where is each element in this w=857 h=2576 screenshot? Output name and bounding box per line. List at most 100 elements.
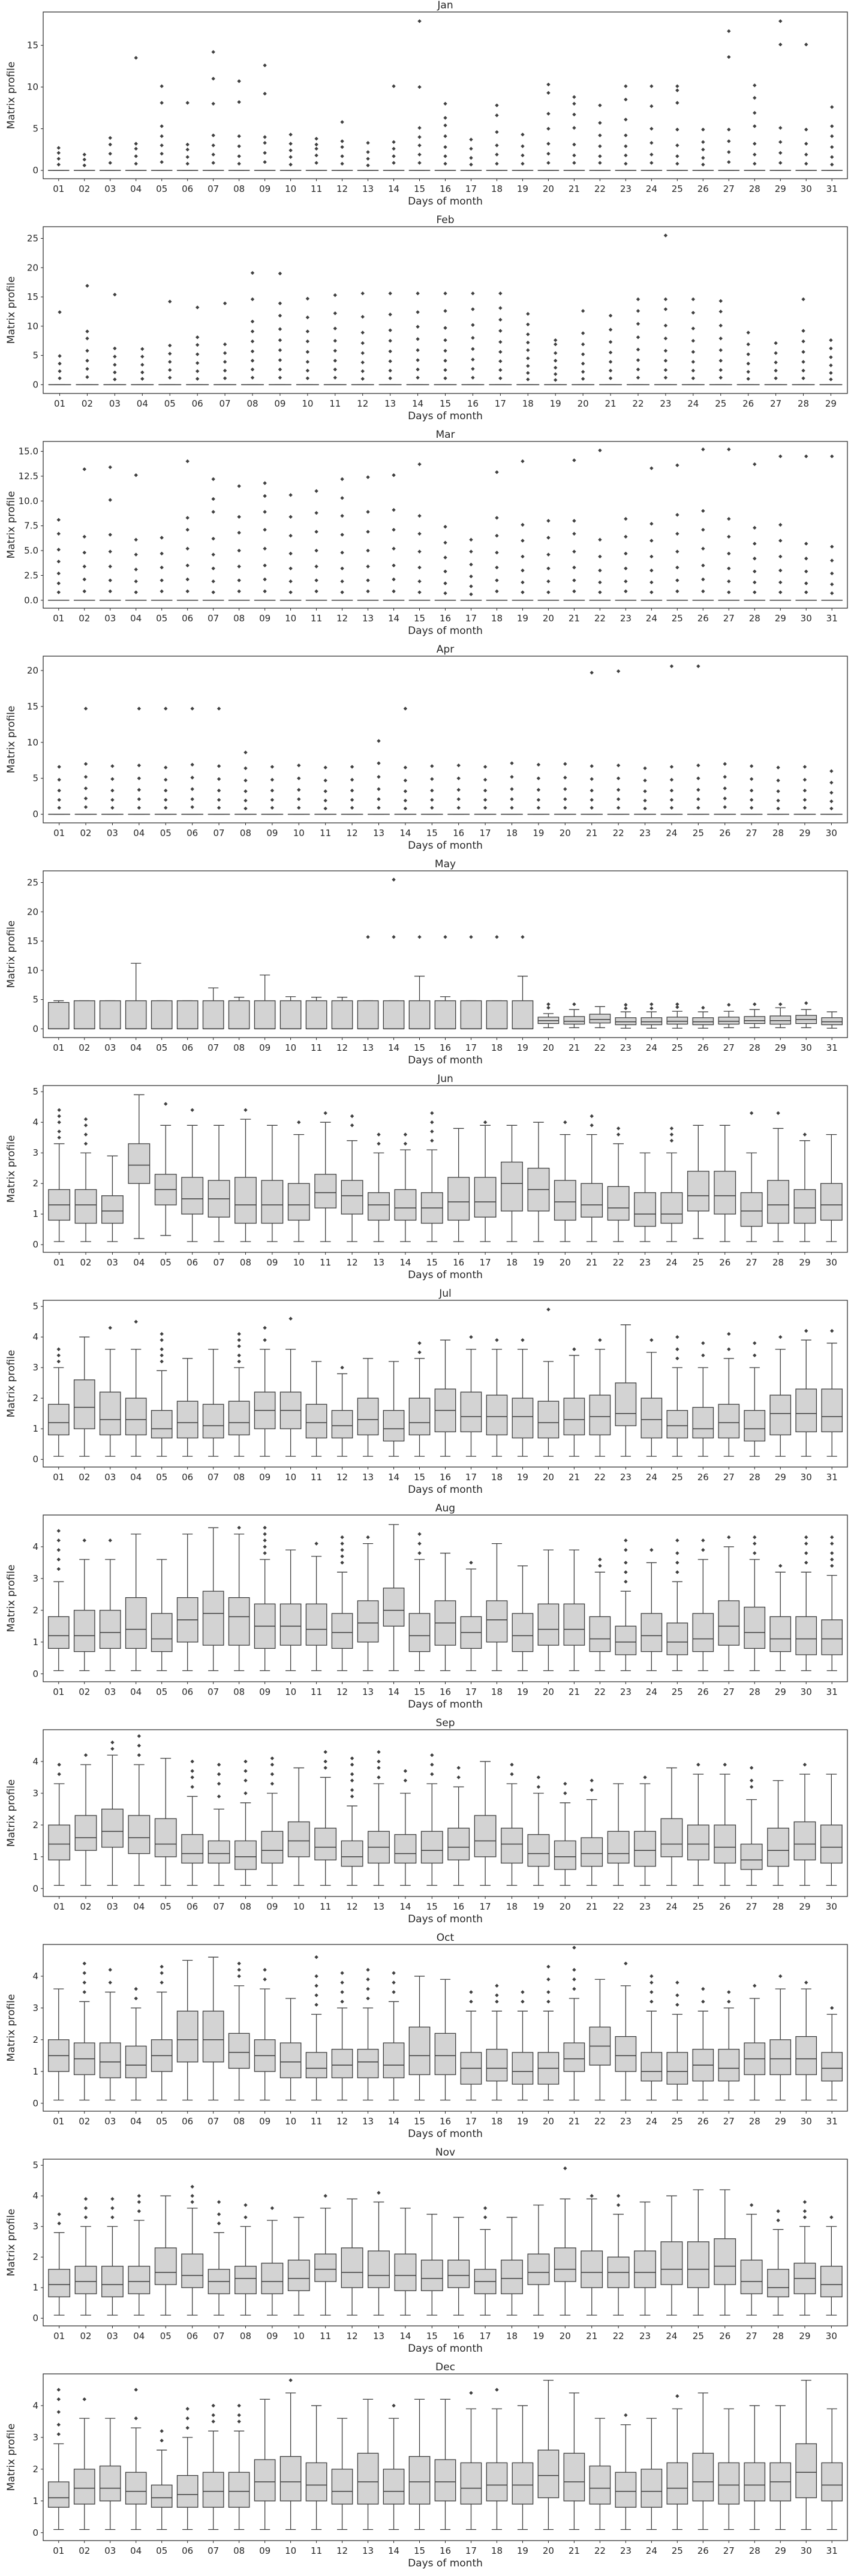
outlier-point: [443, 376, 447, 380]
outlier-point: [392, 577, 396, 582]
x-axis-label: Days of month: [408, 2557, 483, 2569]
outlier-point: [624, 516, 628, 521]
outlier-point: [160, 160, 164, 164]
outlier-point: [263, 528, 267, 532]
y-axis-label: Matrix profile: [5, 1565, 17, 1633]
iqr-box: [383, 1000, 405, 1030]
box-day-12: [331, 997, 353, 1030]
y-tick-label: 1: [32, 2496, 38, 2506]
x-tick-label: 21: [569, 613, 580, 624]
outlier-point: [701, 1006, 705, 1010]
outlier-point: [366, 1986, 370, 1991]
outlier-point: [195, 335, 200, 339]
box-day-20: [537, 1002, 560, 1029]
outlier-point: [314, 489, 318, 493]
outlier-point: [250, 329, 255, 333]
outlier-point: [237, 1359, 241, 1364]
outlier-point: [675, 1347, 679, 1351]
box-day-03: [99, 465, 121, 601]
box-day-26: [692, 2392, 714, 2530]
x-tick-label: 24: [646, 184, 657, 194]
outlier-point: [263, 494, 267, 498]
outlier-point: [536, 776, 541, 780]
outlier-point: [572, 519, 576, 523]
y-tick-label: 0: [32, 2313, 38, 2323]
outlier-point: [216, 788, 221, 793]
outlier-point: [83, 1117, 88, 1122]
outlier-point: [137, 2200, 142, 2204]
outlier-point: [675, 1551, 679, 1555]
box-day-12: [351, 291, 374, 386]
box-day-16: [434, 935, 456, 1030]
outlier-point: [263, 481, 267, 485]
x-tick-label: 02: [79, 184, 90, 194]
outlier-point: [134, 1319, 138, 1324]
iqr-box: [615, 2036, 637, 2072]
outlier-point: [830, 1557, 834, 1562]
outlier-point: [314, 1541, 318, 1546]
outlier-point: [340, 579, 344, 584]
x-axis-label: Days of month: [408, 2343, 483, 2355]
box-day-29: [793, 1763, 816, 1886]
outlier-point: [388, 368, 392, 373]
outlier-point: [624, 118, 628, 122]
x-tick-label: 15: [440, 398, 451, 409]
outlier-point: [778, 539, 783, 543]
y-tick-label: 0.0: [24, 595, 38, 606]
outlier-point: [417, 1350, 422, 1354]
x-tick-label: 19: [550, 398, 561, 409]
x-tick-label: 23: [620, 1472, 632, 1483]
x-tick-label: 25: [672, 2116, 683, 2127]
outlier-point: [243, 1769, 248, 1774]
outlier-point: [675, 578, 679, 582]
outlier-point: [471, 347, 475, 351]
outlier-point: [211, 510, 215, 514]
outlier-point: [416, 358, 420, 362]
outlier-point: [333, 367, 338, 372]
outlier-point: [58, 376, 62, 380]
iqr-box: [744, 2462, 766, 2502]
outlier-point: [237, 1525, 241, 1530]
outlier-point: [727, 55, 731, 59]
iqr-box: [714, 1171, 736, 1215]
outlier-point: [598, 580, 602, 585]
outlier-point: [718, 299, 723, 303]
outlier-point: [237, 578, 241, 582]
box-day-11: [305, 2405, 327, 2530]
outlier-point: [581, 309, 585, 313]
outlier-point: [417, 565, 422, 570]
outlier-point: [598, 121, 602, 125]
outlier-point: [526, 322, 530, 327]
outlier-point: [495, 1338, 499, 1342]
x-tick-label: 28: [772, 2331, 784, 2341]
outlier-point: [804, 581, 808, 585]
outlier-point: [377, 761, 381, 765]
box-day-01: [48, 765, 71, 815]
outlier-point: [366, 1977, 370, 1982]
x-tick-label: 29: [775, 184, 786, 194]
outlier-point: [510, 775, 514, 779]
outlier-point: [134, 2416, 138, 2421]
outlier-point: [675, 1002, 679, 1006]
iqr-box: [420, 1830, 443, 1864]
outlier-point: [727, 1347, 731, 1351]
outlier-point: [417, 590, 422, 594]
box-day-11: [323, 293, 347, 386]
outlier-point: [830, 582, 834, 587]
box-day-22: [589, 1979, 611, 2101]
x-tick-label: 19: [517, 2545, 528, 2556]
outlier-point: [778, 1002, 783, 1006]
box-day-22: [607, 2194, 630, 2316]
outlier-point: [727, 127, 731, 132]
outlier-point: [417, 19, 422, 23]
x-tick-label: 29: [775, 1472, 786, 1483]
outlier-point: [108, 578, 112, 582]
outlier-point: [536, 798, 541, 802]
box-day-27: [718, 447, 740, 601]
outlier-point: [185, 155, 190, 160]
outlier-point: [340, 1561, 344, 1565]
box-day-20: [572, 309, 595, 386]
outlier-point: [56, 2410, 61, 2414]
box-day-06: [186, 305, 209, 386]
outlier-point: [314, 161, 318, 165]
